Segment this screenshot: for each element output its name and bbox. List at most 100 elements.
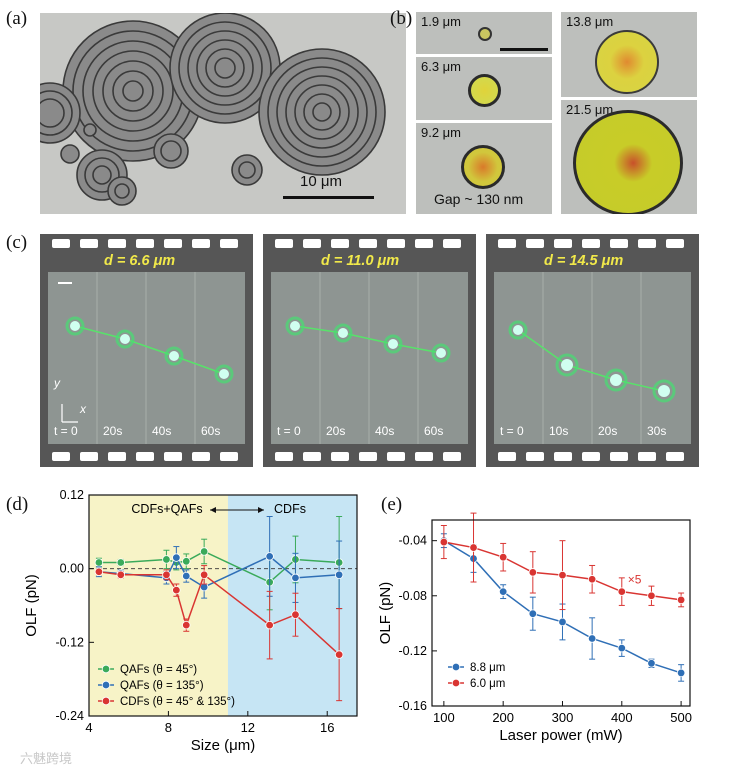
panel-label-d: (d) — [6, 494, 29, 515]
scale-bar-b — [500, 48, 548, 51]
time-label: 30s — [647, 424, 667, 438]
y-tick-label: -0.04 — [399, 534, 428, 548]
data-point — [94, 567, 104, 576]
data-point — [647, 659, 656, 668]
data-point — [617, 587, 626, 596]
time-label: 40s — [152, 424, 172, 438]
distance-label: d = 6.6 μm — [104, 253, 176, 269]
size-label: 13.8 μm — [566, 14, 614, 29]
legend-marker — [451, 678, 461, 688]
x-tick-label: 400 — [611, 710, 633, 725]
scale-bar-label-a: 10 μm — [300, 173, 342, 190]
y-tick-label: -0.12 — [56, 635, 85, 649]
micrograph-13-8: 13.8 μm — [561, 12, 697, 97]
legend-label: QAFs (θ = 135°) — [120, 680, 204, 692]
legend-label: QAFs (θ = 45°) — [120, 664, 197, 676]
region-0 — [89, 495, 228, 716]
panel-label-a: (a) — [6, 8, 28, 29]
film-strip-2: t = 0 20s 40s 60s d = 11.0 μm — [263, 234, 476, 467]
region-arrow-heads — [210, 507, 264, 513]
legend-label: CDFs (θ = 45° & 135°) — [120, 696, 235, 708]
panel-label-e: (e) — [381, 494, 403, 515]
region-label-cdfs: CDFs — [274, 502, 306, 516]
particle — [573, 110, 683, 214]
data-point — [172, 585, 181, 595]
size-label: 1.9 μm — [421, 14, 462, 29]
x-tick-label: 200 — [492, 710, 514, 725]
y-tick-label: 0.12 — [60, 488, 84, 502]
time-label: t = 0 — [500, 424, 524, 438]
data-point — [528, 609, 538, 618]
data-point — [469, 543, 478, 552]
chart-d: 4 8 12 16 0.12 0.00 -0.12 -0.24 Size (μm) OLF (pN… — [23, 488, 358, 754]
trajectory-plot — [285, 272, 451, 444]
x-tick-label: 12 — [241, 720, 255, 735]
x-tick-label: 300 — [552, 710, 574, 725]
axis-x-label: x — [80, 402, 86, 416]
time-label: t = 0 — [54, 424, 78, 438]
region-1 — [227, 495, 357, 716]
frame-image: y x t = 0 20s 40s 60s — [48, 272, 245, 444]
data-point — [172, 553, 181, 562]
data-point — [265, 620, 274, 630]
micrograph-9-2: 9.2 μm Gap ~ 130 nm — [416, 123, 552, 214]
legend-marker — [451, 662, 461, 672]
x-tick-label: 8 — [165, 720, 172, 735]
time-label: 10s — [549, 424, 569, 438]
region-label-cdfs-qafs: CDFs+QAFs — [131, 502, 202, 516]
particle — [461, 145, 505, 189]
y-axis-label: OLF (pN) — [23, 574, 40, 637]
micrograph-1-9: 1.9 μm — [416, 12, 552, 54]
data-point — [162, 555, 171, 564]
sem-image-spirals: 10 μm — [40, 13, 406, 214]
y-tick-label: -0.12 — [399, 644, 428, 658]
data-point — [116, 558, 125, 567]
x-axis-label: Laser power (mW) — [499, 727, 622, 744]
annotation-x5: ×5 — [628, 572, 642, 586]
chart-e: 100 200 300 400 500 -0.04 -0.08 -0.12 -0.16 Laser… — [377, 512, 692, 744]
x-axis-label: Size (μm) — [191, 737, 255, 754]
data-point — [291, 610, 300, 619]
time-label: 20s — [598, 424, 618, 438]
size-label: 21.5 μm — [566, 102, 614, 117]
film-strip-3: t = 0 10s 20s 30s d = 14.5 μm — [486, 234, 699, 467]
panel-label-c: (c) — [6, 232, 28, 253]
frame-image: t = 0 10s 20s 30s — [494, 272, 691, 444]
y-tick-label: 0.00 — [60, 562, 84, 576]
data-point — [498, 552, 508, 562]
size-label: 9.2 μm — [421, 125, 462, 140]
trajectory-plot — [508, 272, 676, 444]
time-label: 60s — [201, 424, 221, 438]
particle — [478, 27, 492, 41]
data-point — [676, 668, 686, 678]
data-point — [116, 570, 125, 580]
data-point — [94, 558, 104, 567]
time-label: 20s — [103, 424, 123, 438]
axis-y-label: y — [54, 376, 60, 390]
frame-image: t = 0 20s 40s 60s — [271, 272, 468, 444]
micrograph-6-3: 6.3 μm — [416, 57, 552, 120]
data-point — [265, 552, 274, 561]
micrograph-21-5: 21.5 μm — [561, 100, 697, 214]
gap-note: Gap ~ 130 nm — [434, 191, 524, 207]
legend-marker — [101, 680, 111, 690]
panel-label-b: (b) — [390, 8, 413, 29]
data-point — [182, 620, 191, 630]
data-point — [334, 570, 344, 580]
data-point — [587, 634, 597, 643]
data-point — [617, 643, 626, 653]
plot-frame — [88, 494, 358, 717]
plot-frame — [431, 519, 691, 707]
time-label: 60s — [424, 424, 444, 438]
y-tick-label: -0.16 — [399, 699, 428, 713]
particle — [595, 30, 659, 94]
data-point — [162, 570, 171, 580]
data-point — [199, 547, 209, 556]
size-label: 6.3 μm — [421, 59, 462, 74]
y-tick-label: -0.24 — [56, 709, 85, 723]
legend-label: 8.8 μm — [470, 662, 505, 674]
y-tick-label: -0.08 — [399, 589, 428, 603]
legend-label: 6.0 μm — [470, 678, 505, 690]
time-label: 40s — [375, 424, 395, 438]
trajectory-plot — [58, 272, 234, 444]
